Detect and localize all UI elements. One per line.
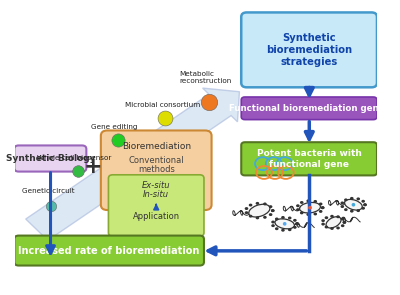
Text: Potent bacteria with
functional gene: Potent bacteria with functional gene <box>257 149 362 169</box>
Circle shape <box>269 213 272 216</box>
FancyBboxPatch shape <box>241 12 377 87</box>
Point <box>282 222 288 226</box>
Circle shape <box>295 222 299 225</box>
Point <box>115 138 122 142</box>
Ellipse shape <box>344 199 362 210</box>
Text: In-situ: In-situ <box>143 190 169 199</box>
Text: Synthetic
bioremediation
strategies: Synthetic bioremediation strategies <box>266 33 352 67</box>
Text: Functional bioremediation genes: Functional bioremediation genes <box>229 104 390 113</box>
Text: Whole cell biosensor: Whole cell biosensor <box>37 155 111 161</box>
Text: Increased rate of bioremediation: Increased rate of bioremediation <box>18 245 200 255</box>
Circle shape <box>269 205 272 208</box>
Circle shape <box>295 222 299 225</box>
Circle shape <box>321 206 324 209</box>
Circle shape <box>256 217 259 219</box>
FancyBboxPatch shape <box>14 236 204 266</box>
Circle shape <box>288 217 292 219</box>
Text: Genetic circuit: Genetic circuit <box>22 189 75 194</box>
Circle shape <box>340 201 344 204</box>
Point <box>307 205 313 210</box>
Circle shape <box>330 227 334 230</box>
Circle shape <box>321 223 325 226</box>
FancyBboxPatch shape <box>241 97 377 119</box>
Circle shape <box>321 206 324 209</box>
Circle shape <box>344 199 348 201</box>
Circle shape <box>342 221 346 224</box>
Circle shape <box>275 227 278 230</box>
Circle shape <box>319 210 322 213</box>
Circle shape <box>325 226 328 229</box>
Point <box>206 100 212 104</box>
Circle shape <box>281 229 285 232</box>
Circle shape <box>271 209 274 212</box>
Circle shape <box>293 226 297 229</box>
Circle shape <box>296 208 300 211</box>
FancyBboxPatch shape <box>101 130 212 210</box>
Circle shape <box>321 219 325 222</box>
Circle shape <box>363 203 367 206</box>
Ellipse shape <box>249 204 270 217</box>
Circle shape <box>363 203 367 206</box>
Text: Conventional: Conventional <box>128 156 184 165</box>
Circle shape <box>256 202 259 205</box>
Circle shape <box>325 216 328 219</box>
Circle shape <box>288 228 292 231</box>
Circle shape <box>263 216 267 219</box>
Circle shape <box>245 207 248 210</box>
Circle shape <box>249 215 252 218</box>
FancyBboxPatch shape <box>108 175 204 236</box>
Circle shape <box>342 221 346 224</box>
Text: Microbial consortium: Microbial consortium <box>126 102 201 108</box>
Circle shape <box>296 204 300 207</box>
Circle shape <box>356 197 360 200</box>
Circle shape <box>350 197 354 200</box>
Text: Metabolic
reconstruction: Metabolic reconstruction <box>180 71 232 84</box>
Ellipse shape <box>300 202 320 213</box>
Circle shape <box>263 202 267 205</box>
Circle shape <box>361 207 365 210</box>
Circle shape <box>271 224 275 227</box>
Text: methods: methods <box>138 165 175 174</box>
Circle shape <box>306 199 310 202</box>
Text: +: + <box>84 157 102 177</box>
Point <box>48 204 54 209</box>
Circle shape <box>314 212 317 215</box>
Circle shape <box>341 218 344 220</box>
Text: Synthetic Biology: Synthetic Biology <box>6 154 95 163</box>
FancyArrow shape <box>26 88 240 240</box>
Circle shape <box>300 201 304 204</box>
Circle shape <box>336 215 340 218</box>
Circle shape <box>330 215 334 218</box>
Circle shape <box>319 202 322 205</box>
FancyBboxPatch shape <box>241 142 377 176</box>
Circle shape <box>271 209 274 212</box>
Circle shape <box>293 219 297 222</box>
Circle shape <box>271 221 275 224</box>
FancyBboxPatch shape <box>14 145 86 172</box>
Text: Gene editing: Gene editing <box>91 124 138 130</box>
Text: Application: Application <box>133 212 180 221</box>
Circle shape <box>314 200 317 203</box>
Circle shape <box>361 200 365 203</box>
Circle shape <box>306 213 310 216</box>
Circle shape <box>275 217 278 220</box>
Circle shape <box>281 216 285 219</box>
Circle shape <box>356 209 360 212</box>
Circle shape <box>341 224 344 227</box>
Circle shape <box>350 210 354 213</box>
Circle shape <box>344 208 348 211</box>
Circle shape <box>300 212 304 214</box>
Circle shape <box>249 204 252 206</box>
Text: Bioremediation: Bioremediation <box>122 142 191 150</box>
Text: Ex-situ: Ex-situ <box>142 181 170 190</box>
Point <box>350 202 357 207</box>
Point <box>162 116 168 120</box>
Circle shape <box>245 211 248 214</box>
Ellipse shape <box>275 219 294 229</box>
Point <box>75 169 82 173</box>
Ellipse shape <box>326 217 341 228</box>
Circle shape <box>336 227 340 230</box>
Circle shape <box>340 205 344 208</box>
